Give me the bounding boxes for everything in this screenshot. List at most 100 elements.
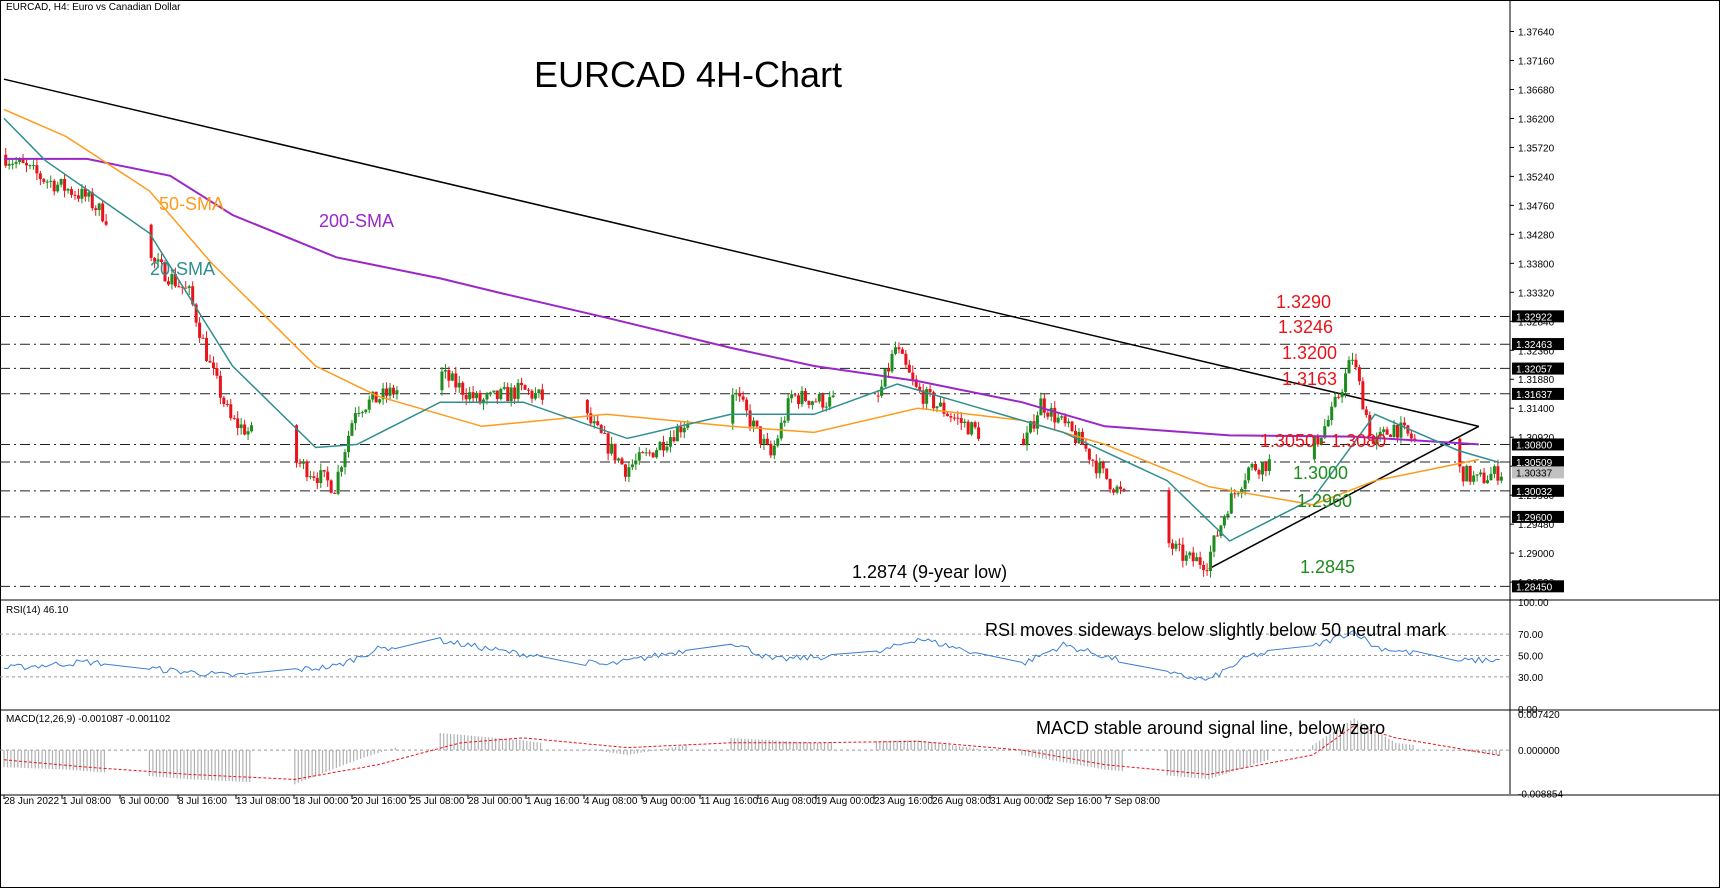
candle-body — [592, 421, 596, 424]
candle-body — [606, 433, 610, 454]
candle-body — [1032, 421, 1036, 429]
price-box — [1512, 387, 1564, 400]
candle-body — [35, 165, 39, 174]
candle-body — [603, 432, 607, 434]
candle-body — [194, 304, 198, 323]
candle-body — [506, 387, 510, 402]
y-tick-label: 1.35720 — [1518, 143, 1555, 154]
sma200-line — [4, 157, 1479, 446]
candle-body — [1122, 489, 1126, 491]
candle-body — [662, 441, 666, 451]
candle-body — [810, 401, 814, 405]
candle-body — [7, 163, 11, 166]
candle-body — [73, 194, 77, 196]
y-tick-label: 1.34760 — [1518, 201, 1555, 212]
candle-body — [977, 427, 981, 439]
candle-body — [457, 382, 461, 388]
candle-body — [790, 394, 794, 399]
candle-body — [1233, 493, 1237, 495]
candle-body — [890, 353, 894, 372]
candle-body — [1254, 463, 1258, 471]
candle-body — [613, 443, 617, 461]
candle-body — [1247, 467, 1251, 481]
candle-body — [104, 221, 108, 225]
candle-body — [755, 420, 759, 427]
candle-body — [340, 467, 344, 472]
candle-body — [170, 274, 174, 285]
candle-body — [620, 458, 624, 465]
symbol-info: EURCAD, H4: Euro vs Canadian Dollar — [6, 2, 181, 13]
candle-body — [211, 362, 215, 369]
candle-body — [1392, 424, 1396, 437]
candle-body — [381, 388, 385, 400]
price-box-label: 1.30800 — [1516, 440, 1553, 451]
candle-body — [973, 422, 977, 428]
candle-body — [1479, 472, 1483, 475]
candle-body — [1461, 466, 1465, 482]
candle-body — [38, 173, 42, 180]
level-label-1-3163: 1.3163 — [1282, 369, 1338, 389]
candle-body — [308, 476, 312, 478]
x-tick-label: 2 Sep 16:00 — [1048, 796, 1102, 807]
candle-body — [180, 286, 184, 288]
candle-body — [395, 390, 399, 395]
candle-body — [1326, 420, 1330, 427]
candle-body — [1094, 460, 1098, 474]
candle-body — [184, 287, 188, 289]
candle-body — [1347, 360, 1351, 374]
candle-body — [1188, 552, 1192, 556]
candle-body — [305, 461, 309, 478]
candle-body — [880, 386, 884, 396]
candle-body — [731, 394, 735, 424]
rsi-y-tick-label: 0.00 — [1518, 705, 1538, 716]
chart-title: EURCAD 4H-Chart — [534, 54, 843, 95]
candle-body — [949, 416, 953, 418]
candle-body — [1226, 513, 1230, 517]
level-label-1-2960: 1.2960 — [1297, 491, 1353, 511]
candle-body — [378, 399, 382, 403]
macd-signal-line — [3, 725, 1500, 780]
candle-body — [21, 158, 25, 163]
candle-body — [1357, 367, 1361, 382]
candle-body — [807, 400, 811, 405]
candle-body — [329, 480, 333, 493]
candle-body — [893, 347, 897, 354]
candle-body — [686, 423, 690, 428]
level-label-1-3290: 1.3290 — [1276, 292, 1332, 312]
x-tick-label: 13 Jul 08:00 — [236, 796, 291, 807]
candle-body — [824, 406, 828, 408]
candle-body — [83, 188, 87, 197]
candle-body — [537, 389, 541, 394]
candle-body — [828, 397, 832, 407]
candle-body — [509, 387, 513, 402]
candle-body — [1035, 415, 1039, 429]
candle-body — [346, 435, 350, 453]
candle-body — [246, 431, 250, 435]
candle-body — [298, 462, 302, 464]
level-label-1-3246: 1.3246 — [1278, 317, 1334, 337]
candle-body — [1063, 416, 1067, 424]
candle-body — [1084, 444, 1088, 449]
y-tick-label: 1.33800 — [1518, 259, 1555, 270]
macd-y-tick-label: 0.000000 — [1518, 746, 1560, 757]
candle-body — [1222, 516, 1226, 526]
candle-body — [1202, 564, 1206, 571]
candle-body — [623, 464, 627, 477]
candle-body — [443, 370, 447, 372]
candle-body — [1330, 406, 1334, 421]
candle-body — [495, 390, 499, 400]
candle-body — [1492, 466, 1496, 474]
candle-body — [644, 452, 648, 454]
y-tick-label: 1.35240 — [1518, 172, 1555, 183]
candle-body — [295, 425, 299, 463]
candle-body — [1368, 415, 1372, 437]
candle-body — [492, 390, 496, 393]
price-box-label: 1.30337 — [1516, 468, 1553, 479]
price-box — [1512, 466, 1564, 479]
candle-body — [1240, 488, 1244, 494]
candle-body — [1333, 396, 1337, 407]
candle-body — [94, 208, 98, 211]
candle-body — [357, 413, 361, 415]
candle-body — [87, 192, 91, 197]
candle-body — [1025, 432, 1029, 446]
